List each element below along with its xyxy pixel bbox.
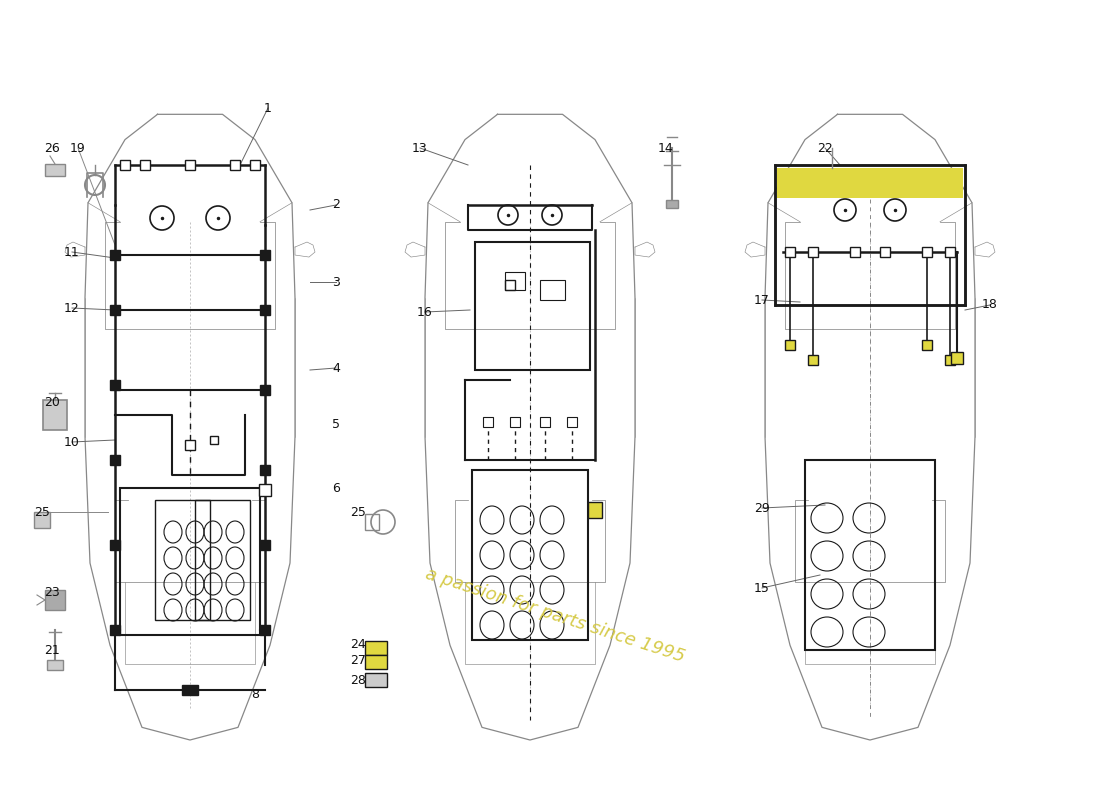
Text: 26: 26 xyxy=(44,142,59,154)
Text: 18: 18 xyxy=(982,298,998,311)
Bar xyxy=(110,625,120,635)
Text: 10: 10 xyxy=(64,435,80,449)
Bar xyxy=(43,400,67,430)
Bar xyxy=(260,540,270,550)
Bar xyxy=(140,160,150,170)
Bar xyxy=(805,460,935,650)
Bar xyxy=(785,340,795,350)
Bar xyxy=(880,247,890,257)
Bar xyxy=(34,512,50,528)
Bar xyxy=(666,200,678,208)
Text: 12: 12 xyxy=(64,302,80,314)
Bar xyxy=(510,417,520,427)
Bar xyxy=(540,280,565,300)
Bar xyxy=(185,440,195,450)
Bar xyxy=(230,160,240,170)
Bar xyxy=(258,484,271,496)
Bar xyxy=(850,247,860,257)
Bar xyxy=(808,355,818,365)
Text: 21: 21 xyxy=(44,643,59,657)
Text: 25: 25 xyxy=(34,506,50,518)
Text: 3: 3 xyxy=(332,275,340,289)
Text: 15: 15 xyxy=(755,582,770,594)
Bar xyxy=(365,655,387,669)
Bar xyxy=(566,417,578,427)
Text: 5: 5 xyxy=(332,418,340,431)
Bar xyxy=(922,247,932,257)
Bar xyxy=(45,164,65,176)
Bar xyxy=(260,465,270,475)
Text: 23: 23 xyxy=(44,586,59,598)
Text: 28: 28 xyxy=(350,674,366,686)
Bar xyxy=(185,160,195,170)
Text: 22: 22 xyxy=(817,142,833,154)
Text: 16: 16 xyxy=(417,306,433,318)
Text: 29: 29 xyxy=(755,502,770,514)
Bar xyxy=(195,500,250,620)
Bar xyxy=(952,352,962,364)
Text: 8: 8 xyxy=(251,689,258,702)
Bar xyxy=(110,380,120,390)
Text: 2: 2 xyxy=(332,198,340,211)
Bar xyxy=(472,470,588,640)
Text: 19: 19 xyxy=(70,142,86,154)
Bar xyxy=(475,242,590,370)
Bar xyxy=(505,280,515,290)
Text: 25: 25 xyxy=(350,506,366,518)
Bar xyxy=(588,502,602,518)
Bar xyxy=(365,673,387,687)
Bar xyxy=(260,385,270,395)
Bar xyxy=(260,250,270,260)
Text: 13: 13 xyxy=(412,142,428,154)
Text: 14: 14 xyxy=(658,142,674,154)
Bar xyxy=(260,305,270,315)
Text: 11: 11 xyxy=(64,246,80,258)
Text: 24: 24 xyxy=(350,638,366,651)
Bar xyxy=(505,272,525,290)
Bar xyxy=(260,625,270,635)
Bar xyxy=(808,247,818,257)
Bar xyxy=(540,417,550,427)
Bar xyxy=(110,305,120,315)
Bar xyxy=(922,340,932,350)
Bar xyxy=(785,247,795,257)
Bar xyxy=(483,417,493,427)
Bar xyxy=(110,250,120,260)
Text: 27: 27 xyxy=(350,654,366,666)
Bar xyxy=(945,355,955,365)
Bar xyxy=(365,514,380,530)
Text: 4: 4 xyxy=(332,362,340,374)
Bar xyxy=(776,165,965,305)
Bar xyxy=(110,540,120,550)
Bar xyxy=(777,168,962,198)
Bar xyxy=(110,455,120,465)
Text: 20: 20 xyxy=(44,395,59,409)
Bar xyxy=(182,685,198,695)
Bar xyxy=(155,500,210,620)
Bar xyxy=(45,590,65,610)
Bar xyxy=(120,160,130,170)
Bar xyxy=(250,160,260,170)
Bar xyxy=(365,641,387,655)
Bar xyxy=(945,247,955,257)
Bar xyxy=(47,660,63,670)
Bar xyxy=(210,436,218,444)
Text: a passion for parts since 1995: a passion for parts since 1995 xyxy=(422,565,688,666)
Bar xyxy=(120,488,260,635)
Text: 17: 17 xyxy=(755,294,770,306)
Text: 6: 6 xyxy=(332,482,340,494)
Text: 1: 1 xyxy=(264,102,272,114)
